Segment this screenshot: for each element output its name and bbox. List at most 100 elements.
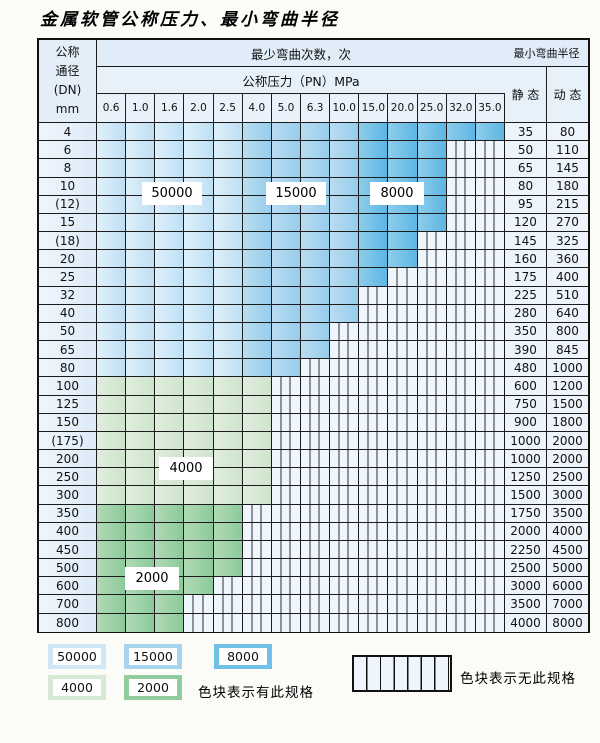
spec-cell [271,232,301,251]
no-spec-cell [388,595,418,614]
spec-cell [155,504,185,523]
spec-cell [155,232,185,251]
no-spec-cell [388,468,418,487]
spec-cell [126,595,156,614]
dn-cell: 400 [39,522,97,541]
static-radius-cell: 50 [504,141,547,160]
spec-cell [359,159,389,178]
spec-cell [184,359,214,378]
spec-cell [97,577,127,596]
table-row: 800 4000 8000 [39,613,588,632]
no-spec-cell [417,468,447,487]
no-spec-cell [330,377,360,396]
spec-cell [97,395,127,414]
spec-cell [184,213,214,233]
no-spec-cell [475,341,505,360]
spec-cell [242,268,272,287]
dn-header-line: mm [55,102,80,116]
dn-header-line: (DN) [53,83,82,97]
spec-cell [242,395,272,414]
no-spec-cell [330,595,360,614]
dynamic-radius-cell: 800 [546,322,588,342]
spec-cell [155,341,185,360]
spec-cell [242,123,272,142]
no-spec-cell [417,431,447,451]
table-row: 65 390 845 [39,341,588,360]
no-spec-cell [300,504,331,523]
no-spec-cell [359,486,389,505]
static-radius-cell: 4000 [504,613,547,632]
spec-cell [271,123,301,142]
dynamic-radius-cell: 1500 [546,395,588,414]
spec-cell [184,322,214,342]
spec-cell [330,250,360,269]
spec-cell [300,232,331,251]
dynamic-radius-cell: 400 [546,268,588,287]
dn-cell: 4 [39,123,97,142]
no-spec-cell [330,413,360,432]
no-spec-cell [359,395,389,414]
spec-cell [97,195,127,214]
zone-value-label: 50000 [143,183,201,204]
spec-cell [300,213,331,233]
spec-cell [213,359,243,378]
no-spec-cell [446,468,476,487]
spec-cell [417,141,447,160]
no-spec-cell [417,577,447,596]
spec-cell [300,250,331,269]
spec-cell [359,232,389,251]
no-spec-cell [446,486,476,505]
spec-cell [213,213,243,233]
dynamic-radius-cell: 6000 [546,577,588,596]
no-spec-cell [388,359,418,378]
no-spec-cell [475,486,505,505]
no-spec-cell [417,613,447,632]
no-spec-cell [417,250,447,269]
no-spec-cell [388,395,418,414]
static-radius-cell: 225 [504,286,547,305]
no-spec-cell [475,559,505,578]
dn-cell: 125 [39,395,97,414]
spec-cell [155,613,185,632]
spec-cell [271,268,301,287]
no-spec-cell [446,540,476,560]
spec-cell [330,195,360,214]
no-spec-cell [417,522,447,541]
no-spec-cell [388,322,418,342]
spec-cell [300,341,331,360]
no-spec-cell [359,522,389,541]
pressure-column-header: 25.0 [417,94,447,122]
bend-radius-header: 最小弯曲半径 [505,40,588,67]
static-radius-cell: 1500 [504,486,547,505]
spec-cell [97,359,127,378]
spec-cell [126,395,156,414]
table-row: 15 120 270 [39,213,588,233]
spec-cell [126,141,156,160]
no-spec-cell [475,595,505,614]
dn-cell: 8 [39,159,97,178]
zone-value-label: 2000 [126,568,178,589]
no-spec-cell [388,613,418,632]
spec-cell [417,159,447,178]
spec-cell [213,341,243,360]
no-spec-cell [300,377,331,396]
bend-cycles-header-group: 最少弯曲次数，次 公称压力（PN）MPa 0.6 1.0 1.6 2.0 2.5 4.0 5… [97,40,505,122]
spec-cell [242,486,272,505]
no-spec-cell [330,359,360,378]
pressure-column-header: 15.0 [359,94,389,122]
spec-cell [126,468,156,487]
no-spec-cell [359,304,389,323]
spec-table: 公称 通径 (DN) mm 最少弯曲次数，次 公称压力（PN）MPa 0.6 1.… [37,38,590,633]
spec-cell [271,250,301,269]
spec-cell [184,577,214,596]
no-spec-cell [359,322,389,342]
dn-cell: 500 [39,559,97,578]
spec-cell [97,213,127,233]
spec-cell [126,359,156,378]
no-spec-cell [300,486,331,505]
spec-cell [213,268,243,287]
spec-cell [184,268,214,287]
no-spec-cell [242,595,272,614]
dn-cell: (175) [39,431,97,451]
